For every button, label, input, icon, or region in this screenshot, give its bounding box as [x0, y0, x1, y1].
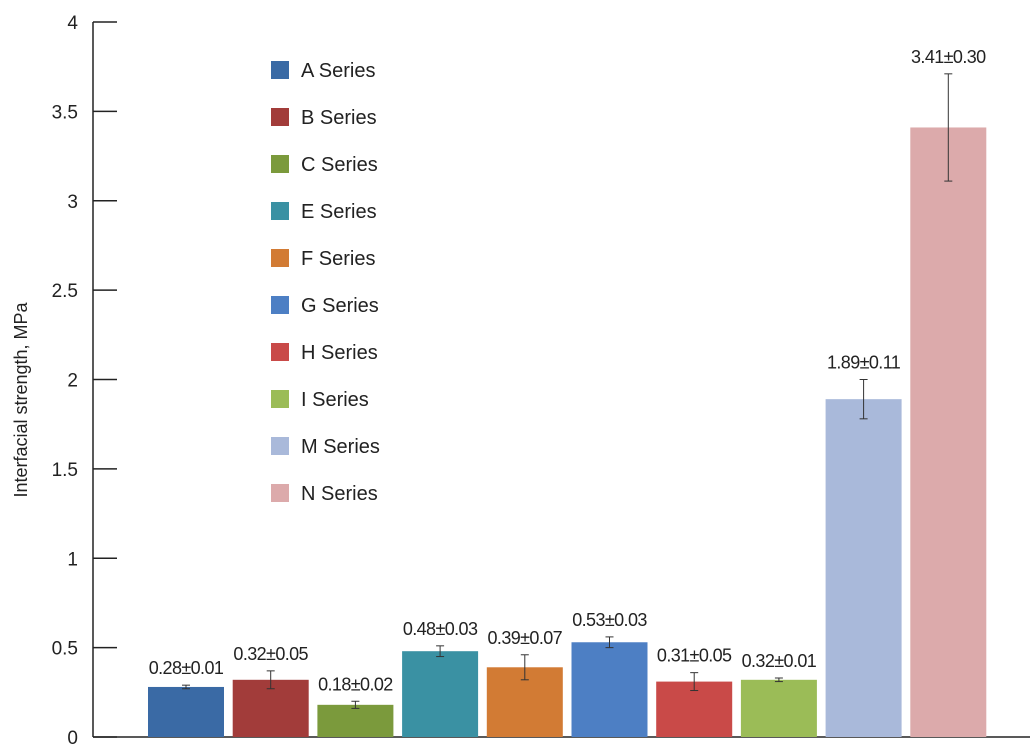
data-label: 0.18±0.02 — [318, 674, 393, 694]
legend-swatch — [271, 61, 289, 79]
legend-swatch — [271, 296, 289, 314]
legend-label: I Series — [301, 389, 369, 411]
data-label: 0.53±0.03 — [572, 610, 647, 630]
legend-label: M Series — [301, 436, 380, 458]
legend-label: A Series — [301, 60, 375, 82]
y-axis-title: Interfacial strength, MPa — [11, 301, 31, 497]
data-label: 0.32±0.05 — [233, 644, 308, 664]
data-label: 1.89±0.11 — [827, 353, 901, 373]
bar — [740, 679, 817, 737]
data-label: 0.39±0.07 — [488, 628, 563, 648]
legend-label: E Series — [301, 201, 377, 223]
bar — [571, 642, 648, 737]
legend-swatch — [271, 202, 289, 220]
bars: 0.28±0.01 0.32±0.05 0.18±0.02 0.48±0.03 0.39… — [148, 47, 987, 737]
y-tick-label: 0 — [67, 728, 78, 745]
y-tick-label: 1.5 — [52, 460, 78, 481]
legend-label: N Series — [301, 483, 378, 505]
legend: A Series B Series C Series E Series F Series… — [271, 60, 380, 505]
y-tick-label: 3.5 — [52, 102, 78, 123]
legend-swatch — [271, 155, 289, 173]
bar — [232, 679, 309, 737]
bar — [148, 686, 224, 737]
y-tick-label: 4 — [67, 13, 78, 34]
legend-swatch — [271, 343, 289, 361]
data-label: 0.48±0.03 — [403, 619, 478, 639]
bar — [910, 127, 987, 737]
y-tick-label: 2 — [67, 371, 78, 392]
legend-swatch — [271, 437, 289, 455]
data-label: 0.31±0.05 — [657, 646, 732, 666]
legend-swatch — [271, 249, 289, 267]
data-label: 0.28±0.01 — [149, 658, 224, 678]
y-tick-label: 1 — [67, 549, 78, 570]
data-label: 3.41±0.30 — [911, 47, 986, 67]
legend-label: G Series — [301, 295, 379, 317]
y-tick-label: 2.5 — [52, 281, 78, 302]
legend-label: F Series — [301, 248, 375, 270]
data-label: 0.32±0.01 — [742, 651, 817, 671]
legend-swatch — [271, 108, 289, 126]
y-tick-label: 0.5 — [52, 639, 78, 660]
legend-swatch — [271, 390, 289, 408]
legend-label: H Series — [301, 342, 378, 364]
legend-label: B Series — [301, 107, 377, 129]
y-tick-label: 3 — [67, 192, 78, 213]
legend-swatch — [271, 484, 289, 502]
legend-label: C Series — [301, 154, 378, 176]
bar — [402, 651, 479, 737]
bar — [825, 399, 902, 737]
bar — [317, 704, 394, 737]
